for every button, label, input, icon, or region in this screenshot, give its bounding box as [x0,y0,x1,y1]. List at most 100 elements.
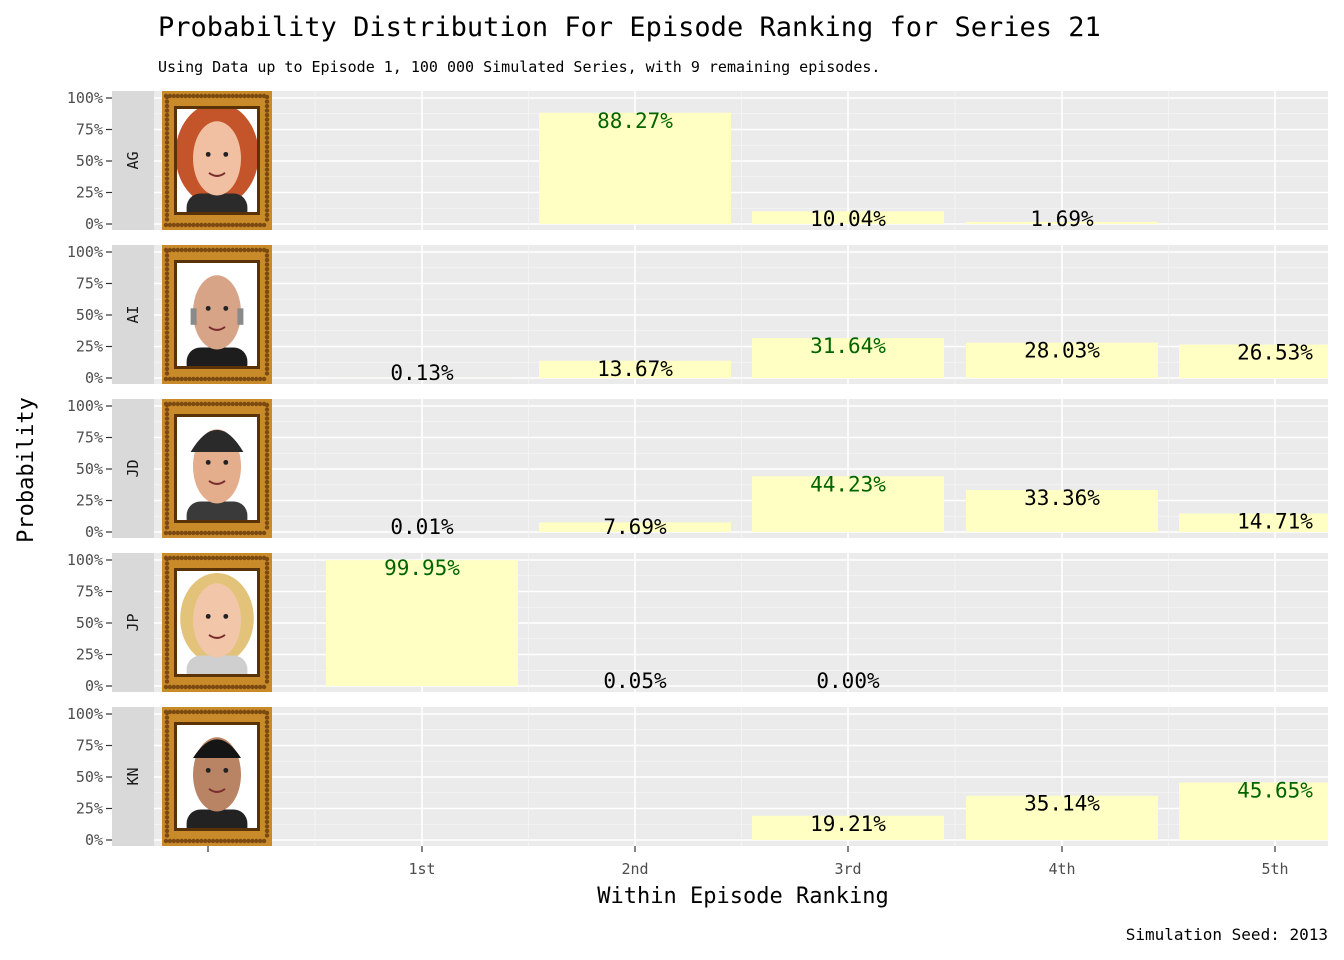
frame-ornament [171,555,177,561]
frame-ornament [164,194,170,199]
frame-ornament [264,334,270,340]
frame-ornament [164,774,170,779]
frame-ornament [238,530,243,536]
bar-value-label: 10.04% [810,207,886,231]
frame-ornament [164,756,170,761]
frame-ornament [264,792,270,797]
frame-ornament [264,217,270,222]
frame-ornament [264,760,270,766]
facet-strip-label: KN [124,767,142,785]
bar-value-label: 1.69% [1030,207,1094,231]
frame-ornament [187,376,192,382]
frame-ornament [199,684,204,690]
frame-ornament [175,93,180,99]
frame-ornament [164,253,170,258]
frame-ornament [264,588,270,593]
frame-ornament [264,715,270,720]
frame-ornament [264,828,270,834]
frame-ornament [179,530,184,536]
frame-ornament [164,103,170,109]
frame-ornament [187,838,192,844]
frame-ornament [179,376,184,382]
frame-ornament [210,376,216,382]
frame-ornament [264,312,270,317]
frame-ornament [264,371,270,376]
bar-value-label: 19.21% [810,812,886,836]
frame-ornament [164,176,170,181]
frame-ornament [250,838,255,844]
frame-ornament [164,670,170,675]
frame-ornament [214,247,220,253]
frame-ornament [264,199,270,204]
frame-ornament [214,709,220,715]
frame-ornament [246,401,251,407]
frame-ornament [264,203,270,209]
frame-ornament [261,530,267,536]
frame-ornament [222,530,228,536]
bar-value-label: 35.14% [1024,792,1100,816]
frame-ornament [234,222,239,228]
frame-ornament [222,222,228,228]
frame-ornament [264,774,270,779]
frame-ornament [264,321,270,326]
frame-ornament [238,555,243,561]
frame-ornament [264,94,270,100]
frame-ornament [234,838,239,844]
portrait-photo [177,417,257,520]
frame-ornament [264,303,270,308]
frame-ornament [226,838,231,844]
frame-ornament [218,530,224,536]
frame-ornament [264,661,270,666]
frame-ornament [195,709,200,715]
bar-ag-2nd [539,112,731,224]
frame-ornament [164,801,170,806]
frame-ornament [199,222,204,228]
frame-ornament [238,684,243,690]
frame-ornament [250,376,255,382]
portrait-photo [177,109,257,212]
frame-ornament [218,684,224,690]
frame-ornament [164,434,170,439]
frame-ornament [264,593,270,598]
frame-ornament [264,298,270,304]
frame-ornament [203,684,208,690]
frame-ornament [254,93,259,99]
frame-ornament [264,434,270,439]
frame-ornament [191,247,196,253]
frame-ornament [195,530,200,536]
frame-ornament [264,266,270,272]
frame-ornament [210,247,216,253]
frame-ornament [164,416,170,421]
bar-kn-3rd [752,815,944,840]
frame-ornament [164,584,170,589]
frame-ornament [175,247,180,253]
frame-ornament [264,280,270,285]
frame-ornament [183,838,188,844]
frame-ornament [164,742,170,747]
frame-ornament [264,131,270,136]
frame-ornament [171,222,177,228]
frame-ornament [187,247,192,253]
y-tick-label: 50% [76,306,103,324]
frame-ornament [164,357,170,363]
frame-ornament [264,180,270,186]
frame-ornament [164,439,170,444]
frame-ornament [164,144,170,150]
frame-ornament [164,443,170,449]
frame-ornament [164,638,170,643]
x-tick-label: 2nd [621,860,648,878]
frame-ornament [250,709,255,715]
frame-ornament [246,247,251,253]
frame-ornament [164,751,170,757]
frame-ornament [210,555,216,561]
frame-ornament [179,709,184,715]
frame-ornament [164,316,170,322]
frame-ornament [164,334,170,340]
frame-ornament [164,294,170,299]
frame-ornament [264,339,270,344]
frame-ornament [199,555,204,561]
chart-title: Probability Distribution For Episode Ran… [158,12,1101,43]
frame-ornament [246,838,251,844]
facet-strip [112,245,154,384]
frame-ornament [191,555,196,561]
